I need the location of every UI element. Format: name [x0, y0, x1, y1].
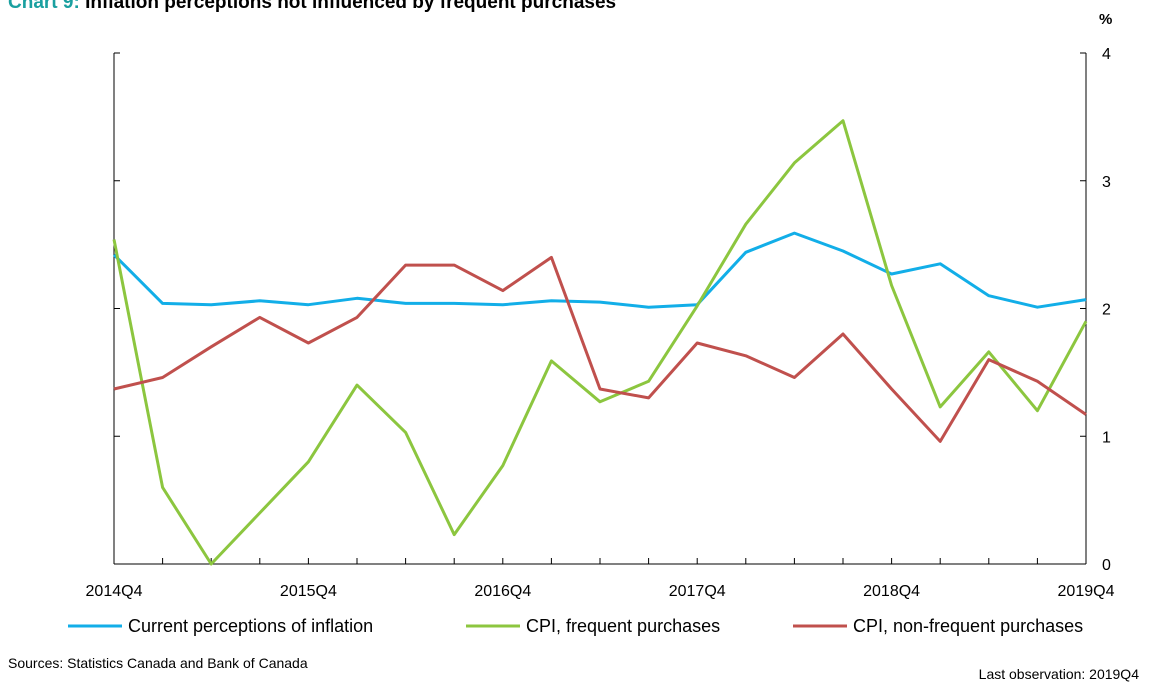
chart-title: Chart 9: Inflation perceptions not influ…	[8, 0, 616, 14]
chart-legend: Current perceptions of inflation CPI, fre…	[68, 616, 1083, 636]
y-tick-label: 0	[1102, 557, 1111, 574]
x-tick-label: 2015Q4	[280, 583, 337, 600]
line-chart: 0 1 2 3 4% 2014Q4 2015Q4 2016Q4 2017Q4 2018Q4 2019…	[68, 11, 1115, 636]
x-tick-label: 2017Q4	[669, 583, 726, 600]
chart-title-text: Inflation perceptions not influenced by …	[85, 0, 617, 13]
series-line-3	[113, 255, 1087, 443]
last-observation-note: Last observation: 2019Q4	[978, 666, 1139, 682]
y-tick-label: 4	[1102, 46, 1111, 63]
chart-axes: 0 1 2 3 4% 2014Q4 2015Q4 2016Q4 2017Q4 2018Q4 2019…	[86, 11, 1115, 600]
sources-note: Sources: Statistics Canada and Bank of C…	[8, 655, 308, 671]
y-unit-label: %	[1099, 11, 1112, 28]
y-tick-label: 1	[1102, 429, 1111, 446]
x-tick-label: 2019Q4	[1058, 583, 1115, 600]
chart-series	[112, 119, 1088, 566]
legend-label-3: CPI, non-frequent purchases	[853, 616, 1083, 636]
chart-title-number: Chart 9:	[8, 0, 80, 13]
legend-label-2: CPI, frequent purchases	[526, 616, 720, 636]
x-tick-label: 2018Q4	[863, 583, 920, 600]
series-line-2	[112, 119, 1088, 566]
y-tick-label: 3	[1102, 174, 1111, 191]
y-tick-label: 2	[1102, 302, 1111, 319]
legend-label-1: Current perceptions of inflation	[128, 616, 373, 636]
x-tick-label: 2016Q4	[474, 583, 531, 600]
series-line-1	[112, 231, 1087, 309]
x-tick-label: 2014Q4	[86, 583, 143, 600]
